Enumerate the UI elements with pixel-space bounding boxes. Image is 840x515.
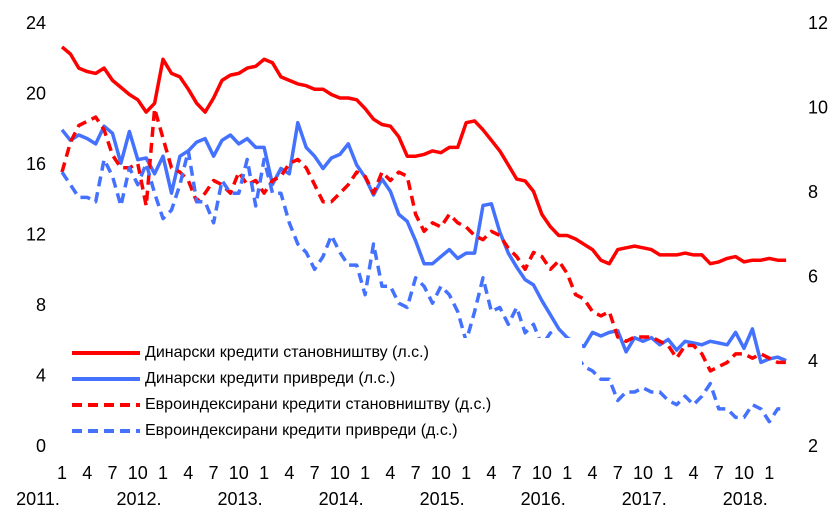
x-group-label: 2013. — [218, 489, 263, 509]
x-tick-label: 1 — [259, 463, 269, 483]
legend-label: Евроиндексирани кредити становништву (д.… — [145, 396, 491, 413]
x-tick-label: 7 — [714, 463, 724, 483]
series-line — [60, 106, 787, 373]
x-group-label: 2014. — [319, 489, 364, 509]
x-tick-label: 10 — [734, 463, 754, 483]
x-tick-label: 10 — [633, 463, 653, 483]
x-tick-label: 7 — [613, 463, 623, 483]
x-group-label: 2017. — [622, 489, 667, 509]
y2-tick-label: 2 — [808, 436, 818, 456]
series-line — [60, 149, 787, 424]
x-tick-label: 1 — [562, 463, 572, 483]
x-tick-label: 4 — [183, 463, 193, 483]
x-tick-label: 4 — [486, 463, 496, 483]
x-tick-label: 4 — [82, 463, 92, 483]
x-tick-label: 7 — [209, 463, 219, 483]
x-tick-label: 10 — [229, 463, 249, 483]
x-tick-label: 7 — [108, 463, 118, 483]
x-tick-label: 7 — [411, 463, 421, 483]
y-tick-label: 20 — [26, 83, 46, 103]
x-tick-label: 7 — [512, 463, 522, 483]
x-tick-label: 4 — [688, 463, 698, 483]
y-tick-label: 0 — [36, 436, 46, 456]
x-tick-label: 1 — [57, 463, 67, 483]
y-tick-label: 4 — [36, 365, 46, 385]
x-tick-label: 10 — [330, 463, 350, 483]
x-tick-label: 4 — [587, 463, 597, 483]
y2-tick-label: 6 — [808, 267, 818, 287]
y2-tick-label: 10 — [808, 97, 828, 117]
y2-tick-label: 8 — [808, 182, 818, 202]
x-tick-label: 1 — [360, 463, 370, 483]
series-line — [60, 120, 787, 365]
x-group-label: 2012. — [117, 489, 162, 509]
legend-box — [66, 338, 582, 446]
x-tick-label: 4 — [284, 463, 294, 483]
x-tick-label: 1 — [663, 463, 673, 483]
x-tick-label: 10 — [431, 463, 451, 483]
x-group-label: 2015. — [420, 489, 465, 509]
x-tick-label: 10 — [128, 463, 148, 483]
legend-label: Евроиндексирани кредити привреди (д.с.) — [145, 422, 458, 439]
x-group-label: 2011. — [16, 489, 60, 509]
y2-tick-label: 12 — [808, 13, 828, 33]
legend-label: Динарски кредити становништву (л.с.) — [145, 344, 429, 361]
y-tick-label: 8 — [36, 295, 46, 315]
x-group-label: 2018. — [723, 489, 768, 509]
y2-tick-label: 4 — [808, 351, 818, 371]
x-tick-label: 1 — [158, 463, 168, 483]
x-tick-label: 1 — [764, 463, 774, 483]
x-tick-label: 10 — [532, 463, 552, 483]
series-line — [60, 45, 787, 266]
x-tick-label: 1 — [461, 463, 471, 483]
x-tick-label: 4 — [385, 463, 395, 483]
y-tick-label: 12 — [26, 224, 46, 244]
legend-label: Динарски кредити привреди (л.с.) — [145, 370, 395, 387]
y-tick-label: 24 — [26, 13, 46, 33]
x-tick-label: 7 — [310, 463, 320, 483]
x-group-label: 2016. — [521, 489, 566, 509]
y-tick-label: 16 — [26, 154, 46, 174]
